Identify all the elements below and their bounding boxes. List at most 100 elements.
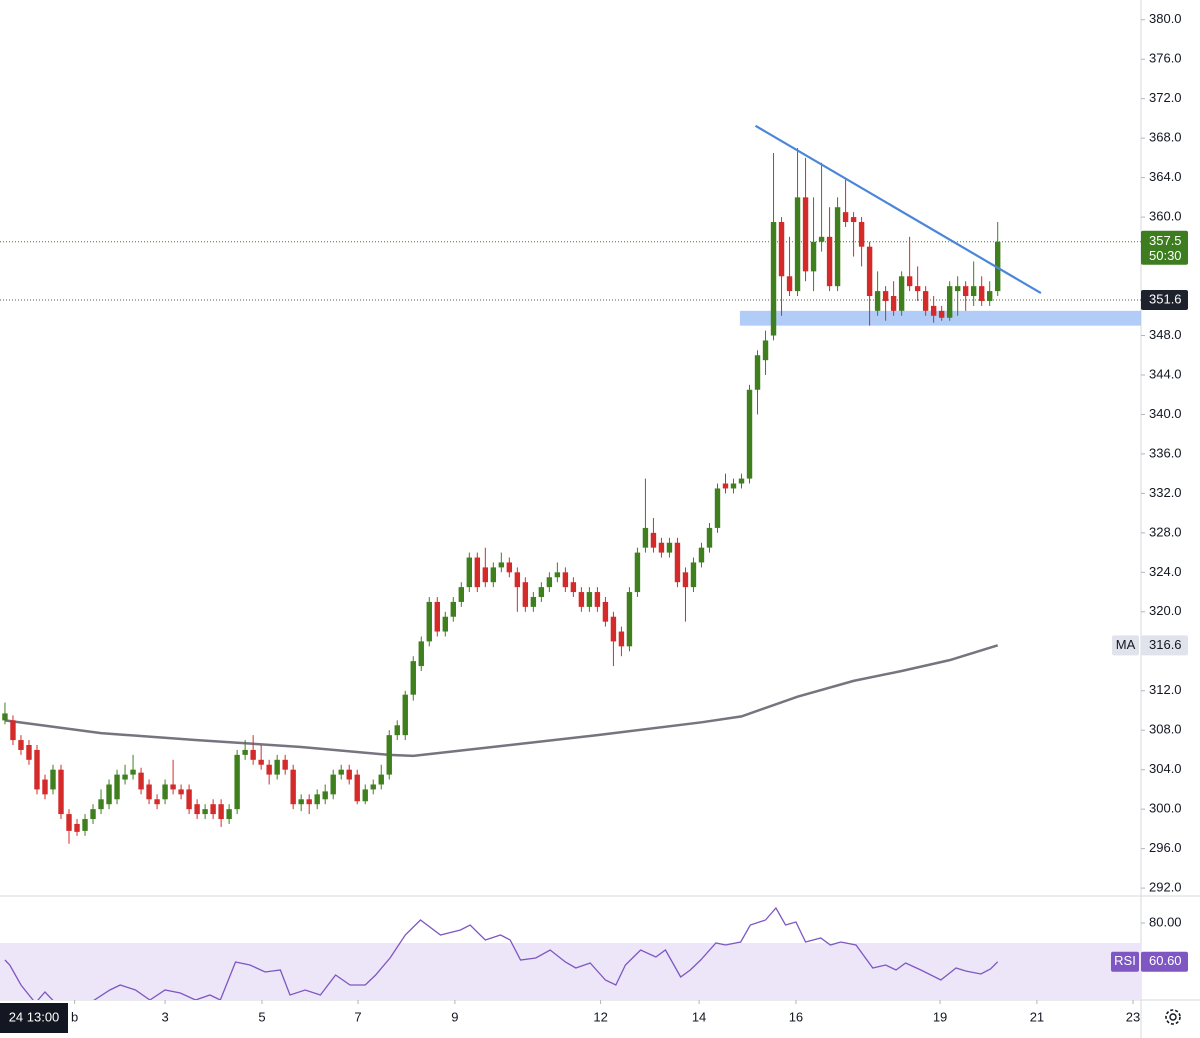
candle-body bbox=[794, 197, 801, 292]
candle-body bbox=[410, 661, 416, 695]
candle-body bbox=[994, 241, 1001, 292]
candle-body bbox=[146, 784, 152, 800]
rsi-name: RSI bbox=[1114, 953, 1136, 968]
y-tick-label: 376.0 bbox=[1149, 51, 1182, 66]
candle-body bbox=[306, 799, 312, 805]
candle-body bbox=[634, 552, 641, 593]
x-tick-label: 9 bbox=[451, 1009, 458, 1024]
y-tick-label: 332.0 bbox=[1149, 485, 1182, 500]
candle-body bbox=[802, 197, 809, 272]
candle-body bbox=[258, 759, 264, 765]
candle-body bbox=[738, 478, 745, 484]
candle-body bbox=[594, 592, 601, 607]
y-tick-label: 308.0 bbox=[1149, 722, 1182, 737]
candle-body bbox=[234, 754, 240, 810]
candle-body bbox=[538, 587, 545, 597]
y-tick-label: 292.0 bbox=[1149, 880, 1182, 895]
candle-body bbox=[18, 740, 24, 750]
y-tick-label: 340.0 bbox=[1149, 406, 1182, 421]
candle-body bbox=[698, 547, 705, 563]
candle-body bbox=[34, 749, 40, 790]
candle-body bbox=[330, 774, 336, 795]
rsi-value-label: 60.60 bbox=[1149, 953, 1182, 968]
candle-body bbox=[714, 488, 721, 528]
candle-body bbox=[226, 809, 232, 820]
x-tick-label: 5 bbox=[258, 1009, 265, 1024]
candle-body bbox=[162, 784, 168, 800]
settings-icon[interactable] bbox=[1165, 1009, 1181, 1025]
candle-body bbox=[290, 769, 296, 805]
candle-body bbox=[370, 784, 376, 790]
candle-body bbox=[674, 542, 681, 583]
y-tick-label: 372.0 bbox=[1149, 90, 1182, 105]
y-tick-label: 328.0 bbox=[1149, 524, 1182, 539]
candle-body bbox=[618, 631, 625, 647]
candle-body bbox=[354, 774, 360, 802]
candle-body bbox=[482, 567, 489, 583]
candle-body bbox=[386, 735, 392, 775]
candle-body bbox=[498, 562, 505, 568]
ma-name-box bbox=[1112, 635, 1139, 656]
candle-body bbox=[26, 745, 32, 760]
countdown-label: 50:30 bbox=[1149, 248, 1182, 263]
candle-body bbox=[586, 592, 593, 607]
candle-body bbox=[474, 557, 481, 588]
candle-body bbox=[890, 296, 897, 311]
candle-body bbox=[514, 572, 521, 588]
candle-body bbox=[98, 799, 104, 810]
y-tick-label: 348.0 bbox=[1149, 327, 1182, 342]
candle-body bbox=[770, 222, 777, 336]
candle-body bbox=[762, 340, 769, 361]
candle-body bbox=[746, 389, 753, 479]
candle-body bbox=[506, 562, 513, 573]
y-tick-label: 300.0 bbox=[1149, 801, 1182, 816]
candle-body bbox=[58, 769, 64, 815]
rsi-name-box bbox=[1111, 951, 1139, 972]
candle-body bbox=[90, 809, 96, 820]
candle-body bbox=[842, 212, 849, 223]
crosshair-box bbox=[0, 1003, 68, 1033]
candle-body bbox=[730, 483, 737, 489]
x-tick-label: 16 bbox=[789, 1009, 803, 1024]
y-tick-label: 312.0 bbox=[1149, 682, 1182, 697]
candle-body bbox=[250, 749, 256, 760]
x-tick-label: 21 bbox=[1030, 1009, 1044, 1024]
ma-value-label: 316.6 bbox=[1149, 637, 1182, 652]
candle-body bbox=[314, 794, 320, 805]
candle-body bbox=[442, 616, 448, 632]
candle-body bbox=[706, 527, 713, 548]
gear[interactable] bbox=[1165, 1009, 1181, 1025]
candle-body bbox=[898, 276, 905, 311]
candle-body bbox=[858, 222, 865, 247]
candle-body bbox=[954, 286, 961, 292]
last-price-label: 357.5 bbox=[1149, 233, 1182, 248]
candle-body bbox=[874, 291, 881, 311]
y-tick-label: 344.0 bbox=[1149, 366, 1182, 381]
candle-body bbox=[242, 749, 248, 755]
ma-name: MA bbox=[1116, 637, 1136, 652]
candle-body bbox=[10, 720, 16, 741]
candle-body bbox=[882, 291, 889, 301]
candle-body bbox=[138, 772, 144, 790]
x-tick-label: 14 bbox=[692, 1009, 706, 1024]
candle-body bbox=[650, 532, 657, 548]
candle-body bbox=[754, 355, 761, 390]
rsi-pane bbox=[0, 906, 1141, 1000]
candle-body bbox=[722, 483, 729, 489]
candle-body bbox=[66, 814, 72, 831]
y-tick-label: 368.0 bbox=[1149, 130, 1182, 145]
candle-body bbox=[186, 789, 192, 810]
candle-body bbox=[282, 759, 288, 770]
candle-body bbox=[266, 764, 272, 775]
y-tick-label: 320.0 bbox=[1149, 603, 1182, 618]
candle-body bbox=[178, 789, 184, 795]
candle-body bbox=[578, 592, 585, 607]
candle-body bbox=[626, 592, 633, 647]
candle-body bbox=[922, 291, 929, 311]
last-price-box bbox=[1141, 230, 1188, 265]
candle-body bbox=[834, 207, 841, 287]
gear-hub[interactable] bbox=[1169, 1013, 1177, 1021]
x-tick-label: b bbox=[71, 1009, 78, 1024]
x-tick-label: 19 bbox=[933, 1009, 947, 1024]
candle-body bbox=[466, 557, 473, 588]
